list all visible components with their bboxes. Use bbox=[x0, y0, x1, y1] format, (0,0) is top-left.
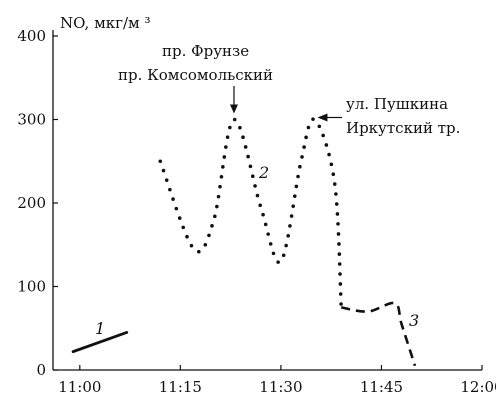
y-axis-title: NO, мкг/м ³ bbox=[60, 14, 150, 32]
y-tick-label: 200 bbox=[17, 194, 46, 212]
annotation-irkutsky: Иркутский тр. bbox=[346, 119, 460, 137]
series-2-line bbox=[158, 117, 344, 310]
x-tick-label: 11:00 bbox=[58, 378, 101, 396]
labels-layer: NO, мкг/м ³ пр. Фрунзе пр. Комсомольский… bbox=[60, 14, 460, 338]
series-label-1: 1 bbox=[95, 319, 105, 338]
series-3-line bbox=[340, 301, 417, 367]
x-tick-label: 12:00 bbox=[460, 378, 496, 396]
y-tick-label: 100 bbox=[17, 278, 46, 296]
y-tick-label: 0 bbox=[36, 361, 46, 379]
series-label-2: 2 bbox=[258, 163, 269, 182]
x-tick-label: 11:45 bbox=[360, 378, 403, 396]
annotation-pushkina: ул. Пушкина bbox=[346, 95, 448, 113]
series-layer bbox=[71, 117, 417, 367]
axes: 0 100 200 300 400 11:00 11:15 11:30 11:45 12:00 bbox=[17, 27, 496, 396]
annotation-arrowhead bbox=[317, 113, 328, 122]
x-tick-label: 11:30 bbox=[259, 378, 302, 396]
annotation-komsomolsky: пр. Комсомольский bbox=[118, 66, 273, 84]
annotation-frunze: пр. Фрунзе bbox=[162, 42, 249, 60]
x-tick-label: 11:15 bbox=[159, 378, 202, 396]
arrows-layer bbox=[229, 86, 342, 122]
series-1-line bbox=[71, 331, 129, 354]
annotation-arrowhead bbox=[229, 104, 238, 114]
y-tick-label: 300 bbox=[17, 111, 46, 129]
series-label-3: 3 bbox=[409, 311, 419, 330]
y-tick-label: 400 bbox=[17, 27, 46, 45]
